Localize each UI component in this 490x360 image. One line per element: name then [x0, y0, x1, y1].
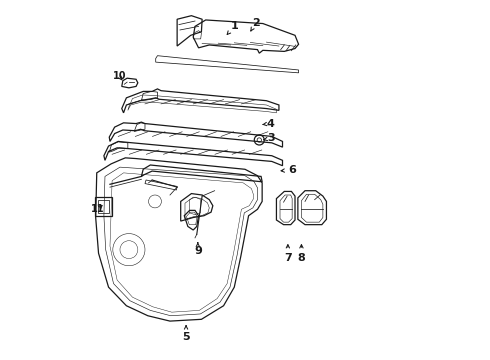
Text: 8: 8: [297, 245, 305, 263]
Text: 7: 7: [284, 245, 292, 263]
Text: 4: 4: [263, 118, 274, 129]
Text: 9: 9: [194, 243, 202, 256]
Text: 1: 1: [227, 21, 238, 35]
Text: 5: 5: [182, 326, 190, 342]
Text: 10: 10: [113, 71, 126, 81]
Text: 2: 2: [251, 18, 260, 31]
Text: 11: 11: [91, 204, 104, 214]
Text: 3: 3: [264, 133, 274, 143]
Text: 6: 6: [281, 165, 296, 175]
